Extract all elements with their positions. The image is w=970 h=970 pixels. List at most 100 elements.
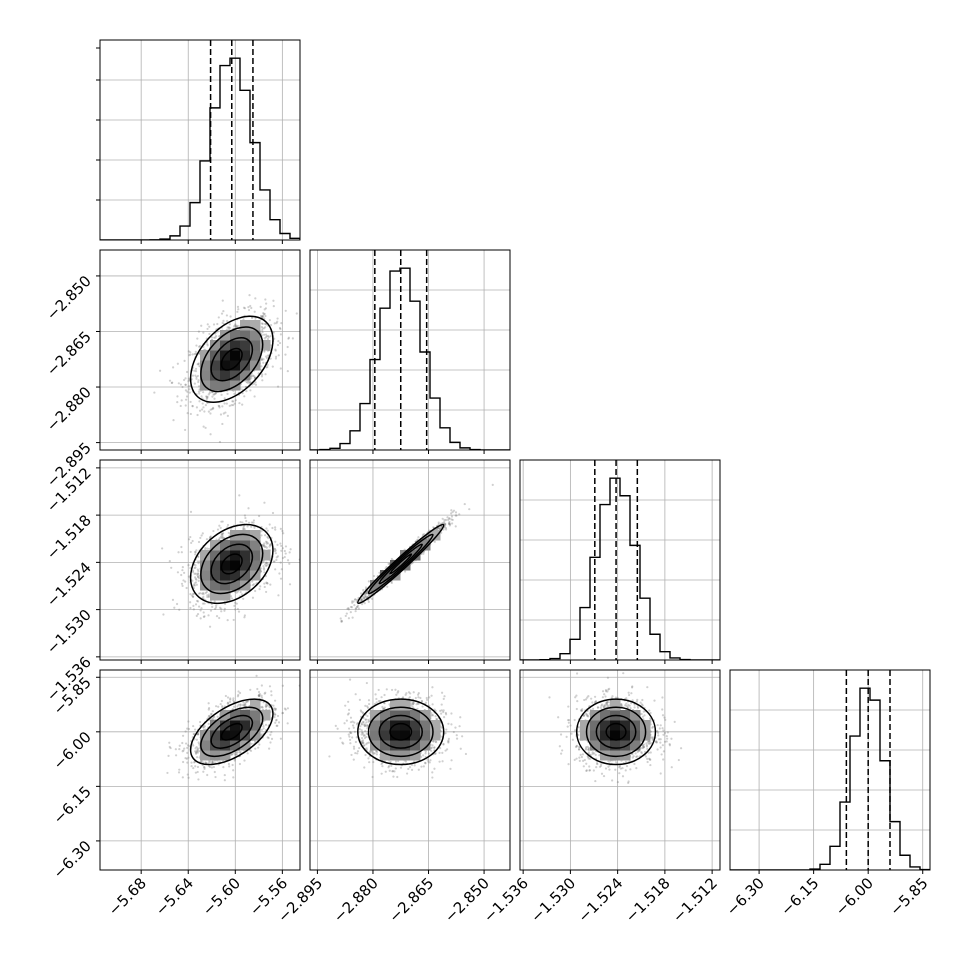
scatter-point bbox=[264, 307, 268, 310]
scatter-point bbox=[181, 741, 184, 745]
scatter-point bbox=[288, 583, 292, 586]
contour-2-0-1 bbox=[210, 543, 254, 585]
scatter-point bbox=[191, 592, 195, 596]
scatter-point bbox=[455, 514, 458, 517]
scatter-point bbox=[253, 526, 256, 529]
scatter-point bbox=[180, 399, 183, 402]
scatter-point bbox=[194, 752, 198, 755]
scatter-point bbox=[200, 324, 203, 327]
scatter-point bbox=[207, 410, 210, 413]
scatter-point bbox=[264, 333, 268, 336]
density-cell bbox=[250, 540, 261, 551]
scatter-point bbox=[254, 740, 257, 744]
scatter-point bbox=[349, 605, 353, 609]
scatter-point bbox=[241, 703, 244, 707]
scatter-point bbox=[245, 390, 248, 393]
density-cell bbox=[240, 560, 251, 571]
scatter-point bbox=[280, 544, 283, 548]
scatter-point bbox=[197, 380, 200, 384]
scatter-point bbox=[260, 733, 263, 736]
scatter-point bbox=[270, 737, 274, 740]
scatter-point bbox=[189, 535, 192, 539]
density-cell bbox=[230, 330, 241, 341]
scatter-point bbox=[201, 592, 204, 595]
density-cell bbox=[200, 570, 211, 581]
density-cell bbox=[230, 570, 241, 581]
scatter-point bbox=[340, 620, 343, 623]
scatter-point bbox=[272, 560, 275, 563]
scatter-point bbox=[192, 583, 196, 587]
scatter-point bbox=[243, 614, 246, 617]
scatter-point bbox=[195, 375, 198, 379]
scatter-point bbox=[415, 548, 418, 551]
density-cell bbox=[220, 570, 231, 581]
scatter-point bbox=[196, 612, 200, 616]
scatter-point bbox=[268, 319, 271, 322]
scatter-point bbox=[209, 408, 212, 411]
scatter-point bbox=[275, 558, 278, 561]
scatter-point bbox=[454, 511, 458, 514]
scatter-point bbox=[196, 363, 199, 366]
scatter-point bbox=[236, 324, 239, 327]
scatter-point bbox=[350, 606, 354, 609]
scatter-point bbox=[249, 381, 252, 384]
scatter-point bbox=[265, 704, 268, 708]
scatter-point bbox=[193, 584, 197, 587]
scatter-point bbox=[259, 585, 262, 588]
scatter-point bbox=[262, 565, 265, 568]
scatter-point bbox=[202, 425, 205, 428]
scatter-point bbox=[386, 585, 389, 588]
scatter-point bbox=[191, 595, 195, 598]
scatter-point bbox=[282, 532, 285, 535]
scatter-point bbox=[249, 381, 252, 384]
scatter-point bbox=[279, 527, 282, 530]
scatter-point bbox=[281, 547, 284, 550]
scatter-point bbox=[207, 715, 210, 718]
scatter-point bbox=[289, 548, 292, 551]
scatter-point bbox=[274, 540, 277, 543]
scatter-point bbox=[194, 370, 198, 373]
contour-1-0-2 bbox=[200, 326, 264, 393]
scatter-point bbox=[360, 597, 363, 600]
scatter-point bbox=[187, 538, 191, 541]
scatter-point bbox=[448, 517, 451, 520]
scatter-point bbox=[196, 751, 199, 754]
scatter-point bbox=[183, 359, 186, 362]
scatter-point bbox=[184, 580, 187, 583]
scatter-point bbox=[263, 545, 266, 549]
scatter-point bbox=[269, 542, 272, 546]
scatter-point bbox=[277, 340, 280, 343]
scatter-point bbox=[232, 776, 235, 779]
scatter-point bbox=[200, 408, 204, 411]
scatter-point bbox=[254, 589, 257, 593]
scatter-point bbox=[236, 305, 240, 308]
scatter-point bbox=[206, 396, 209, 400]
scatter-point bbox=[202, 611, 205, 614]
scatter-point bbox=[177, 382, 180, 385]
scatter-point bbox=[274, 355, 278, 358]
scatter-point bbox=[274, 548, 277, 551]
scatter-point bbox=[416, 547, 420, 550]
scatter-point bbox=[224, 694, 227, 698]
scatter-point bbox=[236, 310, 239, 313]
scatter-point bbox=[432, 526, 435, 529]
scatter-point bbox=[194, 564, 197, 567]
scatter-point bbox=[360, 598, 363, 601]
scatter-point bbox=[287, 336, 290, 339]
scatter-point bbox=[279, 327, 282, 331]
scatter-point bbox=[260, 315, 264, 319]
scatter-point bbox=[207, 614, 210, 617]
scatter-point bbox=[262, 361, 265, 364]
scatter-point bbox=[168, 379, 172, 382]
scatter-point bbox=[268, 545, 271, 548]
scatter-point bbox=[197, 579, 200, 582]
scatter-point bbox=[360, 599, 363, 602]
scatter-point bbox=[225, 314, 229, 317]
scatter-point bbox=[193, 572, 196, 575]
scatter-point bbox=[446, 516, 449, 519]
scatter-point bbox=[233, 402, 236, 405]
scatter-point bbox=[211, 760, 214, 763]
contour-2-1-3 bbox=[357, 523, 445, 605]
scatter-point bbox=[209, 535, 212, 538]
scatter-point bbox=[197, 362, 200, 365]
